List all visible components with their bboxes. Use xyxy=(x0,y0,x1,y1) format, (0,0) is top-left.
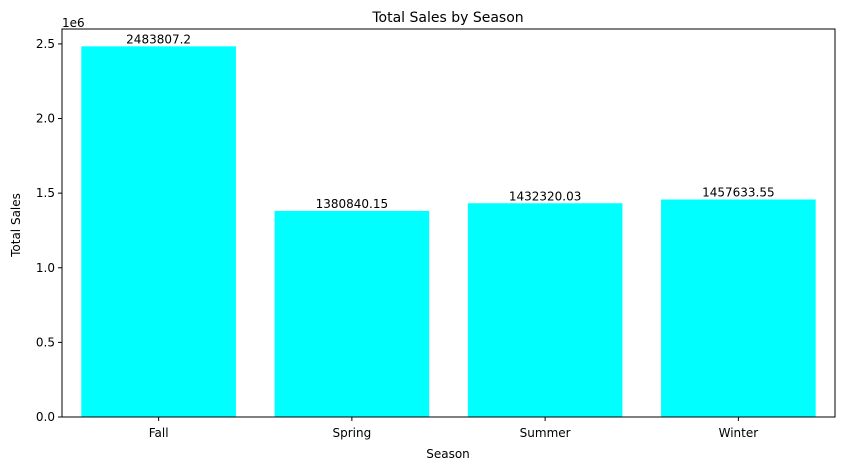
chart-title: Total Sales by Season xyxy=(371,10,523,26)
y-axis-offset-label: 1e6 xyxy=(62,16,85,30)
bar-summer xyxy=(467,203,623,417)
y-tick-label: 1.0 xyxy=(36,261,55,275)
plot-area: 2483807.2 1380840.15 1432320.03 1457633.55 0… xyxy=(36,28,836,440)
y-tick-label: 2.5 xyxy=(36,37,55,51)
bar-fall xyxy=(81,46,236,418)
bar-value-label: 1432320.03 xyxy=(509,189,582,203)
bar-value-label: 1457633.55 xyxy=(702,185,775,199)
y-tick-label: 0.5 xyxy=(36,335,55,349)
axes-frame xyxy=(61,28,836,418)
x-axis-label: Season xyxy=(426,447,470,461)
y-tick-label: 1.5 xyxy=(36,186,55,200)
bar-spring xyxy=(274,210,430,417)
y-tick-label: 2.0 xyxy=(36,112,55,126)
y-tick-label: 0.0 xyxy=(36,410,55,424)
bar-value-label: 1380840.15 xyxy=(316,197,389,211)
y-axis-label: Total Sales xyxy=(9,193,23,258)
bar-winter xyxy=(661,199,816,417)
x-tick-label: Fall xyxy=(149,426,169,440)
x-tick-label: Winter xyxy=(719,426,759,440)
x-tick-label: Summer xyxy=(520,426,571,440)
bar-value-label: 2483807.2 xyxy=(126,32,191,46)
x-tick-label: Spring xyxy=(333,426,372,440)
